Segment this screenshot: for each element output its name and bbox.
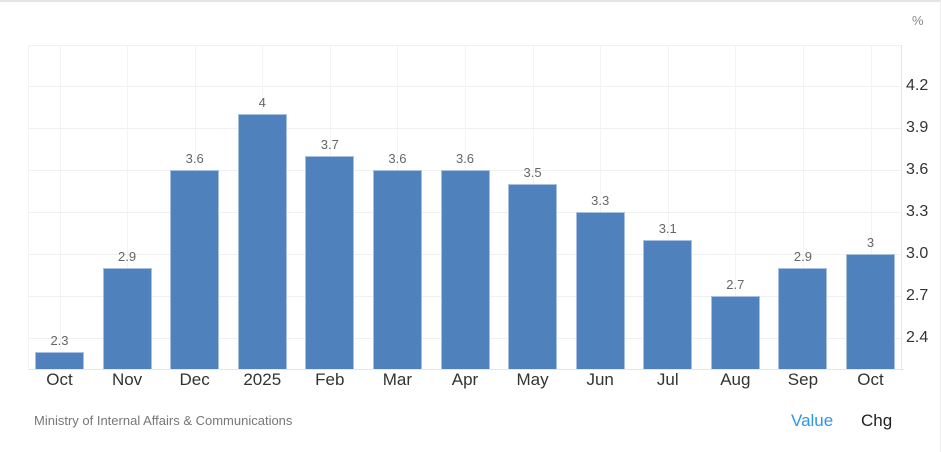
bar-value-label: 3.7 [320,136,339,152]
bar[interactable] [35,352,84,369]
bar[interactable] [102,268,152,369]
bar-value-label: 3.5 [523,164,542,180]
change-toggle-button[interactable]: Chg [861,411,893,430]
bar-value-label: 3.3 [591,192,610,208]
bar-value-label: 2.7 [726,277,745,293]
x-tick-label: May [516,370,549,389]
value-toggle-button[interactable]: Value [791,411,834,430]
bar[interactable] [778,268,828,369]
x-tick-label: Oct [46,370,73,389]
bar[interactable] [305,155,355,369]
y-tick-label: 3.0 [906,244,929,262]
x-tick-label: Feb [315,370,345,389]
grid-line-vertical [59,45,61,369]
bar-value-label: 3.1 [658,220,677,236]
grid-line-vertical [127,45,129,369]
bar-value-label: 2.9 [118,249,137,264]
bar-value-label: 3 [866,234,875,250]
y-tick-label: 3.3 [906,202,929,220]
bar[interactable] [643,239,693,369]
bar[interactable] [710,296,760,369]
grid-line-vertical [870,45,872,369]
grid-line-vertical [802,45,804,369]
y-tick-label: 2.7 [906,287,929,305]
x-axis-line [28,369,904,370]
bar[interactable] [508,183,558,369]
bar-value-label: 2.9 [793,249,812,264]
bar[interactable] [846,253,895,369]
bar-value-label: 2.3 [50,333,69,349]
y-tick-label: 3.9 [906,118,929,136]
bar[interactable] [575,211,625,369]
bar-value-label: 3.6 [455,150,475,166]
x-tick-label: Dec [179,370,210,389]
bar-value-label: 3.6 [388,150,407,166]
source-label: Ministry of Internal Affairs & Communica… [34,413,293,428]
y-tick-label: 2.4 [906,329,929,347]
x-tick-label: Sep [787,370,819,389]
bar[interactable] [170,169,220,369]
grid-line-vertical [667,45,669,369]
bar-value-label: 4 [258,94,266,110]
bar[interactable] [372,169,422,369]
x-tick-label: Aug [720,370,751,389]
unit-label: % [912,13,924,28]
bar[interactable] [237,113,287,369]
x-tick-label: Apr [451,370,479,389]
x-tick-label: Jul [656,370,679,389]
y-axis-line [901,45,902,371]
x-tick-label: Mar [382,370,413,389]
bar[interactable] [440,169,490,369]
bar-value-label: 3.6 [185,150,204,166]
grid-line-vertical [735,45,737,369]
grid-line-vertical [600,45,602,369]
y-tick-label: 3.6 [906,160,929,178]
x-tick-label: 2025 [243,370,282,389]
x-tick-label: Jun [586,370,614,389]
y-tick-label: 4.2 [906,76,929,94]
grid-line-vertical [28,45,29,369]
x-tick-label: Oct [857,370,884,389]
x-tick-label: Nov [111,370,143,389]
